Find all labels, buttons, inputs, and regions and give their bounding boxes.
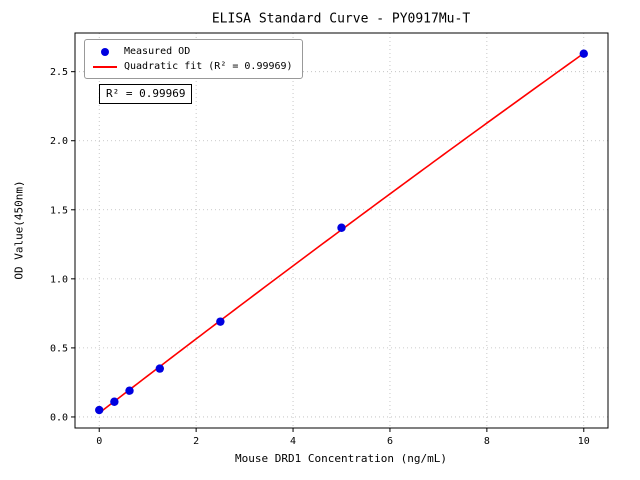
x-tick-label: 0 bbox=[96, 436, 102, 447]
y-tick-label: 2.0 bbox=[50, 136, 68, 147]
y-tick-label: 1.0 bbox=[50, 274, 68, 285]
y-tick-label: 1.5 bbox=[50, 205, 68, 216]
y-tick-label: 0.5 bbox=[50, 343, 68, 354]
legend: Measured OD Quadratic fit (R² = 0.99969) bbox=[84, 39, 303, 79]
x-tick-label: 2 bbox=[193, 436, 199, 447]
legend-item-quadratic-fit: Quadratic fit (R² = 0.99969) bbox=[92, 59, 293, 74]
data-point bbox=[337, 223, 346, 232]
x-tick-label: 8 bbox=[484, 436, 490, 447]
legend-marker-area bbox=[92, 65, 118, 68]
data-point bbox=[125, 386, 134, 395]
legend-marker-area bbox=[92, 47, 118, 56]
data-point bbox=[110, 397, 119, 406]
plot-frame bbox=[74, 32, 609, 429]
data-point bbox=[155, 364, 164, 373]
r-squared-annotation: R² = 0.99969 bbox=[99, 84, 193, 104]
scatter-marker-icon bbox=[101, 47, 109, 56]
legend-item-measured-od: Measured OD bbox=[92, 44, 293, 59]
y-tick-label: 2.5 bbox=[50, 67, 68, 78]
quadratic-fit-line bbox=[98, 52, 585, 414]
x-tick-label: 6 bbox=[387, 436, 393, 447]
data-point bbox=[216, 317, 225, 326]
chart-title: ELISA Standard Curve - PY0917Mu-T bbox=[211, 11, 471, 27]
x-tick-label: 10 bbox=[578, 436, 590, 447]
y-tick-label: 0.0 bbox=[50, 412, 68, 423]
data-point bbox=[95, 405, 104, 415]
data-point bbox=[579, 49, 588, 58]
x-axis-label: Mouse DRD1 Concentration (ng/mL) bbox=[235, 452, 447, 465]
y-axis-label: OD Value(450nm) bbox=[12, 180, 26, 280]
x-tick-label: 4 bbox=[290, 436, 296, 447]
fit-line-icon bbox=[93, 65, 117, 68]
legend-label-quadratic-fit: Quadratic fit (R² = 0.99969) bbox=[124, 61, 293, 72]
legend-label-measured-od: Measured OD bbox=[124, 46, 191, 57]
